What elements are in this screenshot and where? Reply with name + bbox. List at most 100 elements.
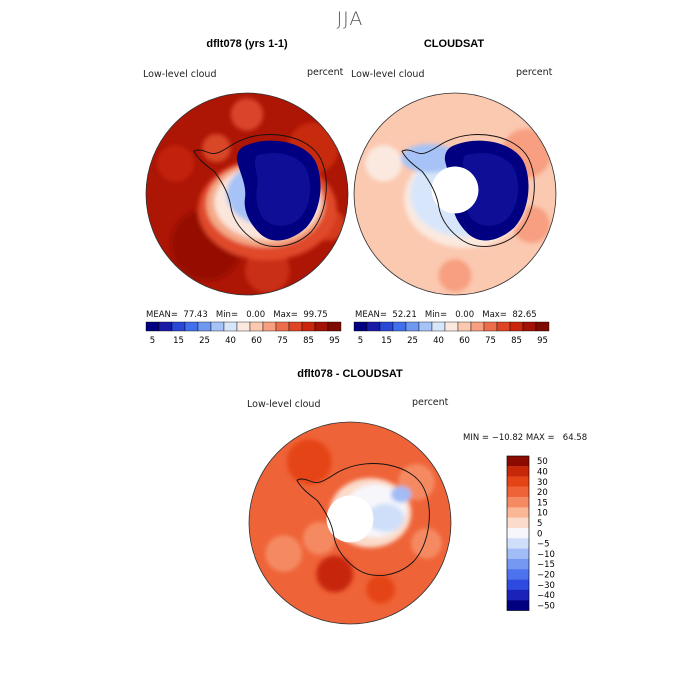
diff-colorbar-box bbox=[506, 476, 530, 488]
diff-colorbar-tick: 50 bbox=[537, 457, 548, 467]
diff-variable-label: Low-level cloud bbox=[247, 399, 321, 410]
model-colorbar-tick: 25 bbox=[199, 336, 210, 346]
diff-colorbar-box bbox=[506, 558, 530, 570]
model-panel-title: dflt078 (yrs 1-1) bbox=[206, 38, 288, 50]
diff-colorbar-box bbox=[506, 538, 530, 549]
diff-colorbar-tick: 20 bbox=[537, 488, 548, 498]
model-colorbar-box bbox=[249, 321, 264, 332]
diff-colorbar-frame bbox=[506, 455, 530, 611]
model-colorbar-box bbox=[210, 321, 225, 332]
obs-mean-label: MEAN= bbox=[355, 310, 387, 320]
obs-stats: MEAN= 52.21 Min= 0.00 Max= 82.65 bbox=[355, 310, 537, 320]
obs-max-label: Max= bbox=[482, 310, 507, 320]
model-colorbar-tick: 5 bbox=[150, 336, 155, 346]
model-colorbar-box bbox=[314, 321, 329, 332]
diff-map bbox=[248, 421, 452, 625]
obs-colorbar-box bbox=[366, 321, 381, 332]
diff-colorbar-tick: −50 bbox=[537, 601, 555, 611]
model-variable-label: Low-level cloud bbox=[143, 69, 217, 80]
model-colorbar-tick: 60 bbox=[251, 336, 262, 346]
obs-colorbar-tick: 75 bbox=[485, 336, 496, 346]
diff-colorbar-box bbox=[506, 517, 530, 529]
diff-colorbar-tick: 10 bbox=[537, 509, 548, 519]
model-units-label: percent bbox=[307, 67, 344, 78]
model-colorbar-box bbox=[158, 321, 173, 332]
model-colorbar-tick: 85 bbox=[303, 336, 314, 346]
model-colorbar-tick: 95 bbox=[329, 336, 340, 346]
obs-panel-title: CLOUDSAT bbox=[423, 38, 485, 50]
model-colorbar-tick: 40 bbox=[225, 336, 236, 346]
diff-minmax-text: MIN = −10.82 MAX = 64.58 bbox=[463, 433, 588, 443]
diff-colorbar-box bbox=[506, 600, 530, 611]
season-title: JJA bbox=[336, 8, 364, 30]
model-map bbox=[145, 92, 349, 296]
model-mean-value: 77.43 bbox=[183, 310, 208, 320]
model-colorbar-box bbox=[236, 321, 251, 332]
model-colorbar-box bbox=[197, 321, 212, 332]
model-colorbar-box bbox=[171, 321, 186, 332]
diff-colorbar-box bbox=[506, 486, 530, 498]
model-mean-label: MEAN= bbox=[146, 310, 178, 320]
diff-colorbar-tick: 15 bbox=[537, 498, 548, 508]
model-min-value: 0.00 bbox=[246, 310, 266, 320]
obs-colorbar-box bbox=[405, 321, 420, 332]
diff-colorbar-box bbox=[506, 569, 530, 580]
diff-colorbar-box bbox=[506, 548, 530, 560]
model-colorbar-box bbox=[275, 321, 290, 332]
obs-colorbar-box bbox=[470, 321, 485, 332]
obs-colorbar-box bbox=[379, 321, 394, 332]
obs-colorbar-box bbox=[431, 321, 446, 332]
model-colorbar-box bbox=[145, 321, 160, 332]
obs-colorbar-box bbox=[509, 321, 524, 332]
model-min-label: Min= bbox=[215, 310, 239, 320]
obs-units-label: percent bbox=[516, 67, 553, 78]
obs-colorbar-tick: 5 bbox=[358, 336, 363, 346]
diff-colorbar-tick: 5 bbox=[537, 519, 542, 529]
obs-colorbar-box bbox=[418, 321, 433, 332]
obs-colorbar-tick: 85 bbox=[511, 336, 522, 346]
obs-colorbar-box bbox=[353, 321, 368, 332]
obs-colorbar-box bbox=[392, 321, 407, 332]
obs-max-value: 82.65 bbox=[512, 310, 537, 320]
diff-colorbar-box bbox=[506, 455, 530, 467]
obs-map bbox=[353, 92, 557, 296]
obs-colorbar-tick: 95 bbox=[537, 336, 548, 346]
model-colorbar-box bbox=[288, 321, 303, 332]
model-stats: MEAN= 77.43 Min= 0.00 Max= 99.75 bbox=[146, 310, 328, 320]
obs-colorbar-box bbox=[535, 321, 550, 332]
model-colorbar-tick: 15 bbox=[173, 336, 184, 346]
diff-colorbar-tick: −10 bbox=[537, 550, 555, 560]
diff-colorbar-tick: −30 bbox=[537, 581, 555, 591]
model-colorbar-box bbox=[301, 321, 316, 332]
diff-panel-title: dflt078 - CLOUDSAT bbox=[297, 368, 403, 380]
obs-colorbar-box bbox=[444, 321, 459, 332]
obs-colorbar-box bbox=[522, 321, 537, 332]
obs-variable-label: Low-level cloud bbox=[351, 69, 425, 80]
diff-colorbar-tick: 40 bbox=[537, 467, 548, 477]
model-colorbar-box bbox=[327, 321, 342, 332]
obs-colorbar-tick: 40 bbox=[433, 336, 444, 346]
model-colorbar-tick: 75 bbox=[277, 336, 288, 346]
obs-colorbar-box bbox=[457, 321, 472, 332]
obs-colorbar-tick: 15 bbox=[381, 336, 392, 346]
obs-colorbar-box bbox=[483, 321, 498, 332]
model-colorbar-box bbox=[262, 321, 277, 332]
diff-colorbar-box bbox=[506, 579, 530, 590]
obs-colorbar-box bbox=[496, 321, 511, 332]
diff-colorbar-tick: −15 bbox=[537, 560, 555, 570]
model-max-value: 99.75 bbox=[303, 310, 328, 320]
obs-min-value: 0.00 bbox=[455, 310, 475, 320]
diff-colorbar-tick: −20 bbox=[537, 570, 555, 580]
diff-colorbar-tick: 0 bbox=[537, 529, 542, 539]
obs-colorbar: 5 15 25 40 60 75 85 95 bbox=[353, 321, 550, 346]
diff-colorbar-box bbox=[506, 466, 530, 477]
diff-colorbar-tick: 30 bbox=[537, 478, 548, 488]
diff-colorbar-box bbox=[506, 497, 530, 508]
diff-colorbar-box bbox=[506, 589, 530, 601]
model-colorbar: 5 15 25 40 60 75 85 95 bbox=[145, 321, 342, 346]
diff-colorbar-box bbox=[506, 527, 530, 539]
diff-units-label: percent bbox=[412, 397, 449, 408]
obs-mean-value: 52.21 bbox=[392, 310, 417, 320]
model-colorbar-box bbox=[184, 321, 199, 332]
